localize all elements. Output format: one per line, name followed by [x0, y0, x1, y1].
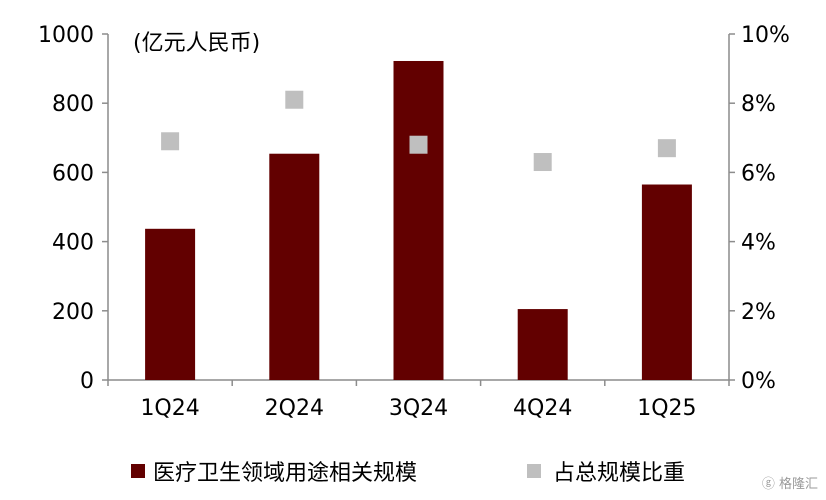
bar	[269, 153, 320, 380]
category-label: 3Q24	[389, 396, 448, 421]
marker	[657, 139, 676, 158]
right-tick-label: 0%	[741, 369, 776, 394]
bar	[641, 184, 692, 380]
marker	[533, 153, 552, 172]
left-tick-label: 800	[52, 92, 94, 117]
right-tick-label: 2%	[741, 300, 776, 325]
right-tick-label: 8%	[741, 92, 776, 117]
bar-series	[145, 60, 692, 380]
legend-bar-swatch	[131, 464, 145, 478]
category-label: 2Q24	[265, 396, 324, 421]
marker-series	[161, 90, 676, 172]
category-label: 4Q24	[513, 396, 572, 421]
left-tick-label: 0	[80, 369, 94, 394]
right-tick-label: 4%	[741, 231, 776, 256]
bar	[393, 60, 444, 380]
left-tick-label: 1000	[38, 23, 94, 48]
category-label: 1Q24	[140, 396, 199, 421]
unit-label: (亿元人民币)	[133, 31, 260, 56]
marker	[285, 90, 304, 109]
right-axis: 0% 2% 4% 6% 8% 10%	[729, 23, 790, 394]
legend: 医疗卫生领域用途相关规模 占总规模比重	[131, 461, 685, 486]
legend-marker-label: 占总规模比重	[553, 461, 685, 486]
bar	[517, 309, 568, 380]
right-tick-label: 6%	[741, 161, 776, 186]
right-tick-label: 10%	[741, 23, 790, 48]
category-axis: 1Q24 2Q24 3Q24 4Q24 1Q25	[107, 380, 730, 421]
watermark: ⓖ 格隆汇	[762, 473, 818, 492]
left-tick-label: 600	[52, 161, 94, 186]
marker	[409, 135, 428, 154]
watermark-icon: ⓖ	[761, 477, 775, 492]
category-label: 1Q25	[637, 396, 696, 421]
left-axis: 0 200 400 600 800 1000	[38, 23, 108, 394]
left-tick-label: 200	[52, 300, 94, 325]
legend-bar-label: 医疗卫生领域用途相关规模	[153, 461, 417, 486]
marker	[161, 132, 180, 151]
watermark-text: 格隆汇	[778, 477, 818, 492]
bar	[145, 228, 196, 380]
legend-marker-swatch	[527, 464, 541, 478]
left-tick-label: 400	[52, 231, 94, 256]
